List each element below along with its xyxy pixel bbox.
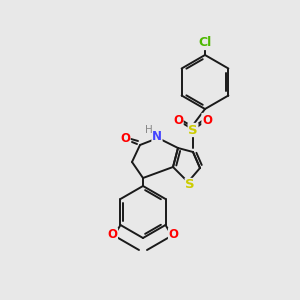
Text: O: O	[107, 229, 118, 242]
Text: O: O	[120, 133, 130, 146]
Text: O: O	[202, 113, 212, 127]
Text: O: O	[173, 113, 183, 127]
Text: Cl: Cl	[198, 37, 212, 50]
Text: S: S	[185, 178, 195, 191]
Text: H: H	[145, 125, 153, 135]
Text: O: O	[169, 229, 178, 242]
Text: N: N	[152, 130, 162, 142]
Text: S: S	[188, 124, 198, 136]
